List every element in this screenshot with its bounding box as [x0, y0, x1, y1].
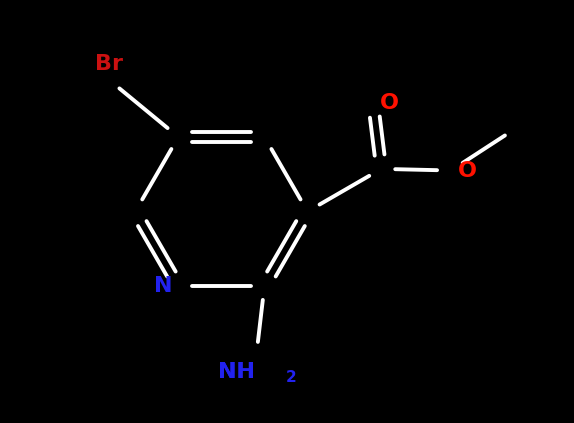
Text: NH: NH	[218, 362, 255, 382]
Text: O: O	[379, 93, 399, 113]
Text: O: O	[457, 160, 476, 181]
Text: 2: 2	[286, 370, 297, 385]
Text: Br: Br	[95, 54, 123, 74]
Text: N: N	[154, 276, 173, 296]
Text: NH: NH	[218, 362, 255, 382]
